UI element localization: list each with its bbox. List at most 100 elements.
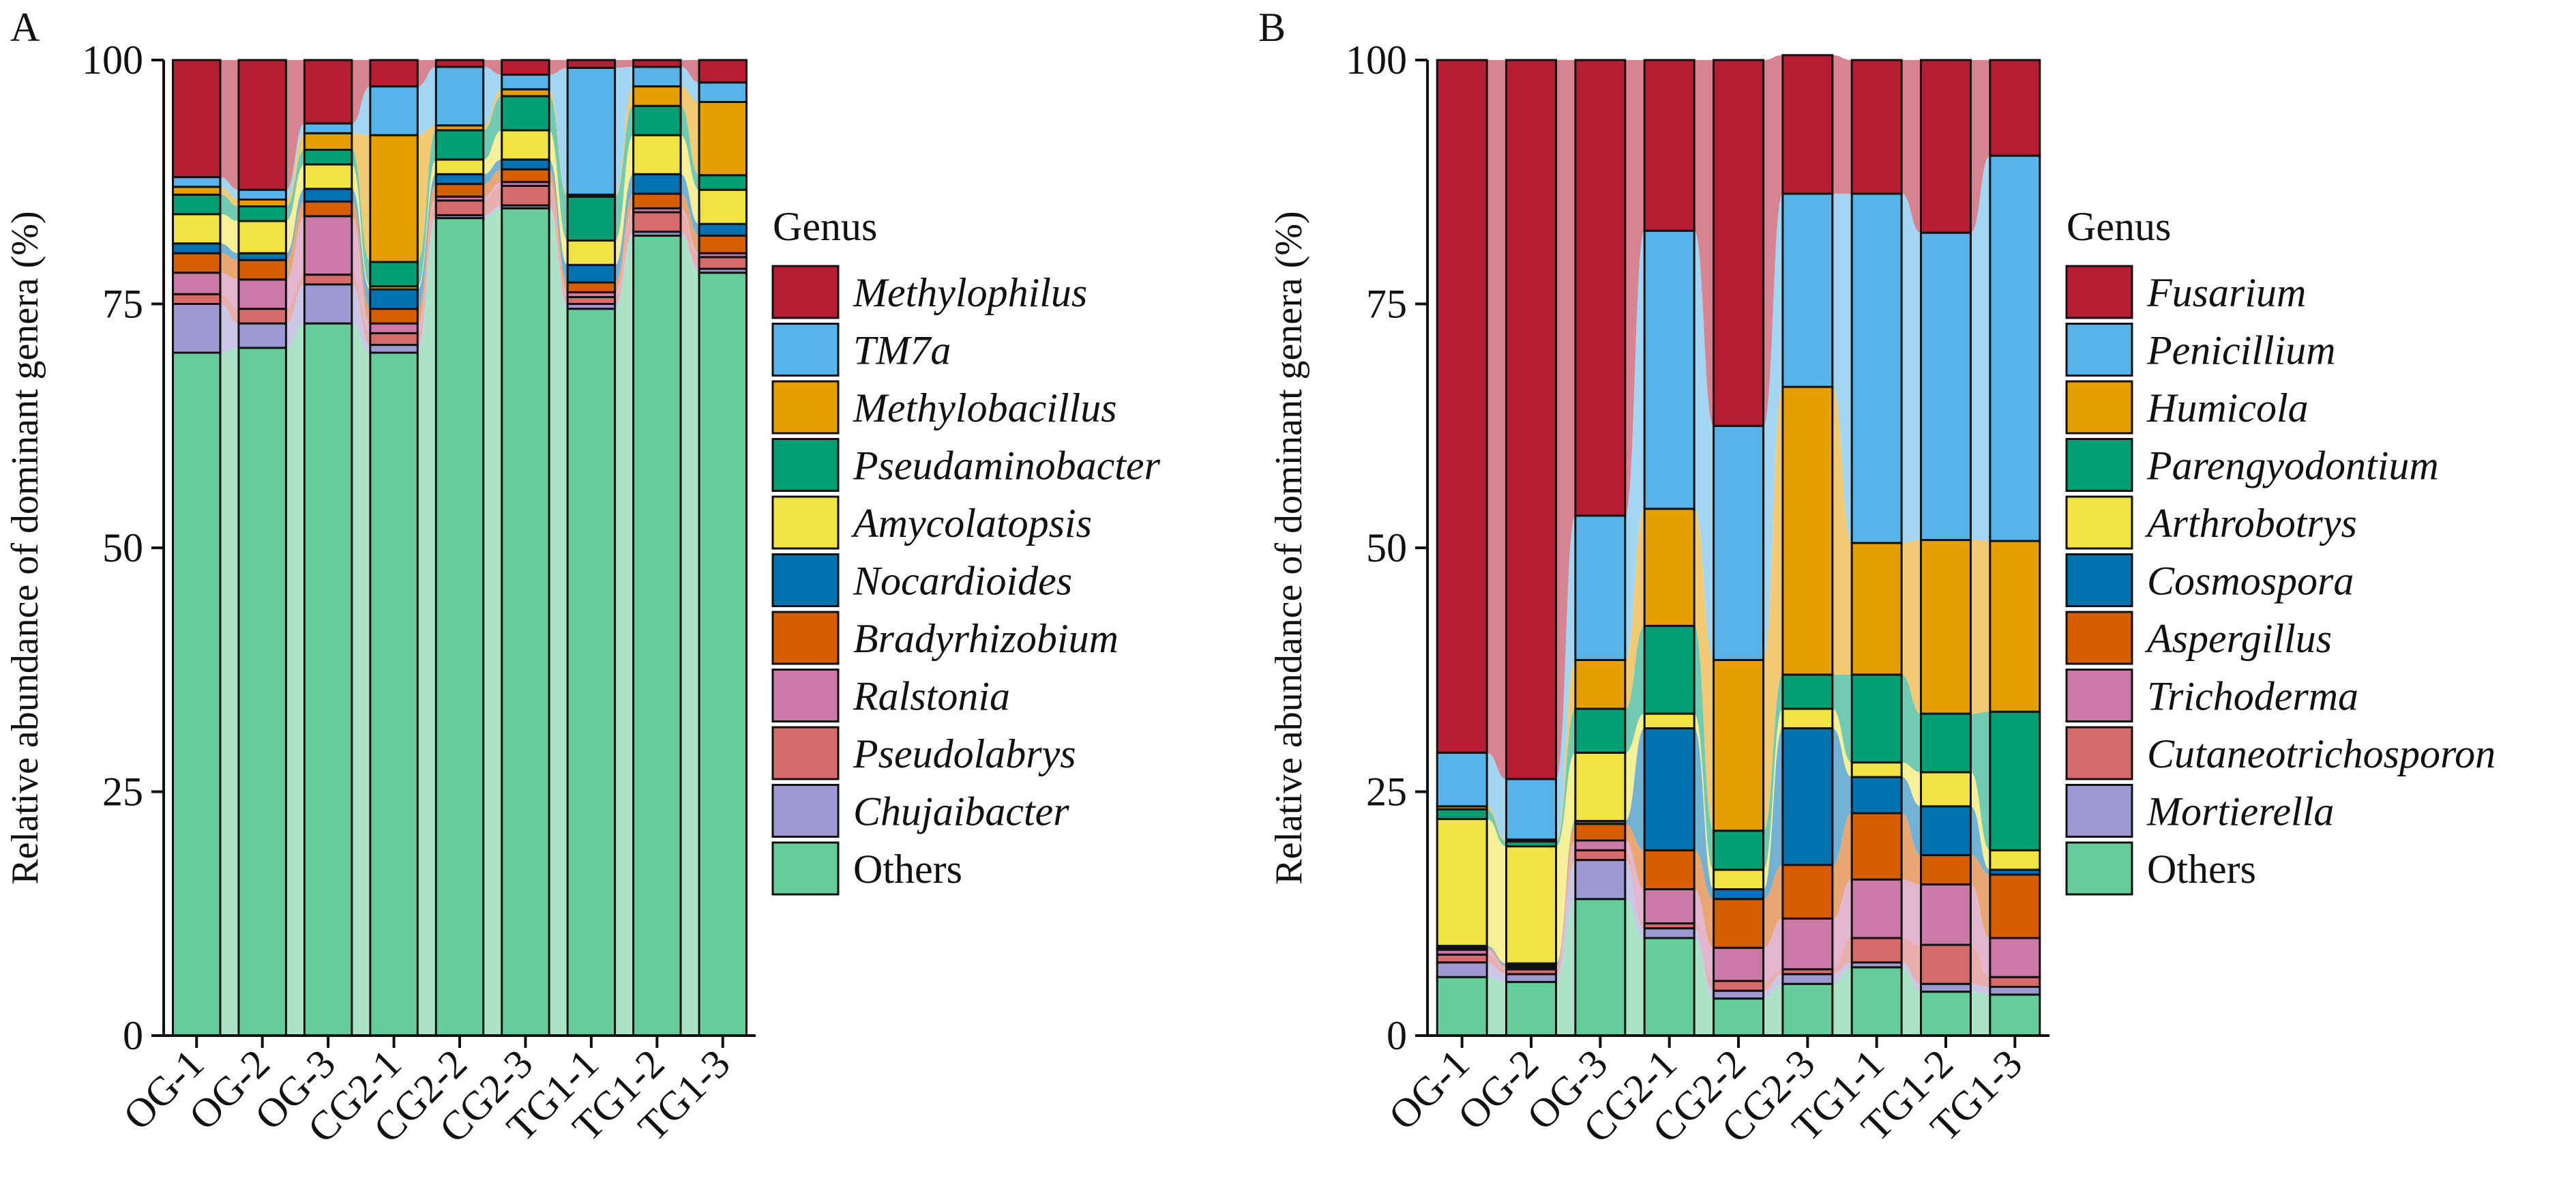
bar-segment-tg1-3-arthrobotrys [1989, 849, 2041, 871]
legend-label: Penicillium [2146, 328, 2336, 373]
bar-segment-tg1-2-amycolatopsis [632, 134, 682, 175]
y-tick-label: 25 [1366, 770, 1407, 815]
bar-segment-og-1-parengyodontium [1436, 808, 1488, 821]
legend-swatch-others [771, 841, 840, 896]
bar-segment-cg2-1-others [1643, 937, 1696, 1037]
legend-swatch-bradyrhizobium [771, 611, 840, 665]
flow-others [286, 323, 305, 1036]
bar-segment-tg1-2-methylophilus [632, 59, 682, 68]
bar-segment-cg2-3-amycolatopsis [501, 129, 550, 161]
bar-segment-cg2-2-tm7a [434, 65, 485, 127]
bar-segment-tg1-3-tm7a [698, 81, 747, 103]
flow-arthrobotrys [1832, 708, 1852, 778]
bar-segment-cg2-1-cosmospora [1643, 727, 1696, 851]
flow-ralstonia [417, 196, 436, 334]
flow-fusarium [1763, 55, 1783, 426]
flow-parengyodontium [1970, 712, 1990, 851]
flow-ralstonia [220, 272, 239, 309]
bar-segment-tg1-2-cosmospora [1920, 805, 1972, 856]
bar-segment-tg1-2-cutaneotrichosporon [1920, 943, 1972, 985]
flow-amycolatopsis [286, 164, 305, 254]
bar-segment-tg1-1-methylophilus [566, 59, 617, 69]
flow-penicillium [1763, 193, 1783, 660]
flow-trichoderma [1970, 884, 1990, 978]
flow-pseudolabrys [417, 200, 436, 345]
bar-segment-og-1-arthrobotrys [1436, 818, 1488, 947]
bar-segment-og-1-methylobacillus [172, 186, 222, 196]
flow-others [1487, 977, 1507, 1036]
panel-letter: B [1258, 5, 1286, 50]
bar-segment-tg1-2-parengyodontium [1920, 712, 1972, 774]
flow-tm7a [681, 67, 700, 102]
bar-segment-tg1-2-nocardioides [632, 173, 682, 195]
flow-ralstonia [549, 181, 568, 297]
legend-swatch-parengyodontium [2065, 438, 2133, 492]
bar-segment-og-2-tm7a [237, 188, 287, 201]
bar-segment-og-3-chujaibacter [303, 283, 353, 325]
bar-segment-tg1-1-penicillium [1850, 192, 1903, 544]
flow-arthrobotrys [1901, 762, 1921, 806]
flow-ralstonia [681, 208, 700, 257]
bar-segment-tg1-3-aspergillus [1989, 873, 2041, 939]
bar-segment-tg1-1-parengyodontium [1850, 673, 1903, 764]
bar-segment-tg1-1-pseudolabrys [566, 295, 617, 305]
flow-chujaibacter [286, 284, 305, 348]
flow-others [1625, 898, 1645, 1036]
flow-pseudolabrys [220, 294, 239, 324]
legend-label: Fusarium [2146, 270, 2306, 315]
bar-segment-og-2-ralstonia [237, 278, 287, 310]
bar-segment-tg1-2-trichoderma [1920, 883, 1972, 946]
bar-segment-tg1-2-pseudaminobacter [632, 104, 682, 136]
panel-letter: A [10, 5, 40, 50]
flow-humicola [1832, 387, 1852, 675]
flow-mortierella [1763, 974, 1783, 999]
bar-segment-tg1-2-mortierella [1920, 982, 1972, 993]
flow-nocardioides [681, 174, 700, 236]
bar-segment-cg2-1-others [369, 351, 419, 1037]
bar-segment-cg2-3-parengyodontium [1781, 673, 1834, 710]
flow-chujaibacter [681, 231, 700, 273]
bar-segment-cg2-1-tm7a [369, 85, 419, 136]
flow-trichoderma [1901, 879, 1921, 946]
bar-segment-og-3-humicola [1574, 658, 1627, 710]
y-tick-label: 75 [1366, 282, 1407, 327]
flow-methylobacillus [351, 133, 370, 263]
bar-segment-og-2-penicillium [1505, 778, 1557, 841]
bar-segment-cg2-3-arthrobotrys [1781, 707, 1834, 730]
bar-segment-og-2-methylobacillus [237, 198, 287, 207]
flow-tm7a [483, 67, 502, 126]
flow-aspergillus [1901, 813, 1921, 885]
flow-methylobacillus [681, 86, 700, 175]
bar-segment-og-3-trichoderma [1574, 839, 1627, 851]
flow-cutaneotrichosporon [1832, 938, 1852, 974]
flow-penicillium [1901, 193, 1921, 543]
legend-swatch-nocardioides [771, 553, 840, 607]
legend-label: Humicola [2146, 385, 2309, 430]
flow-mortierella [1556, 860, 1575, 982]
legend-label: Bradyrhizobium [853, 616, 1119, 661]
flow-humicola [1763, 387, 1783, 831]
flow-parengyodontium [1901, 674, 1921, 772]
flow-methylobacillus [483, 89, 502, 130]
flow-tm7a [286, 123, 305, 200]
flow-methylophilus [549, 60, 568, 75]
flow-arthrobotrys [1487, 819, 1507, 964]
flow-ralstonia [351, 216, 370, 334]
flow-nocardioides [351, 188, 370, 309]
bar-segment-cg2-3-fusarium [1781, 54, 1834, 195]
bar-segment-cg2-1-pseudaminobacter [369, 261, 419, 288]
bar-segment-og-3-nocardioides [303, 188, 353, 203]
legend-title: Genus [773, 204, 877, 249]
flow-fusarium [1487, 60, 1507, 779]
alluvial-flows [1487, 55, 1990, 1036]
panel-b: 0255075100OG-1OG-2OG-3CG2-1CG2-2CG2-3TG1… [1258, 5, 2496, 1152]
flow-nocardioides [615, 174, 634, 283]
flow-humicola [1694, 508, 1714, 831]
bar-segment-cg2-3-others [1781, 982, 1834, 1037]
flow-others [615, 235, 634, 1036]
flow-others [1832, 967, 1852, 1036]
bar-segment-cg2-1-parengyodontium [1643, 624, 1696, 715]
flow-nocardioides [549, 159, 568, 283]
bar-segment-cg2-3-humicola [1781, 385, 1834, 676]
bar-segment-tg1-3-penicillium [1989, 154, 2041, 542]
